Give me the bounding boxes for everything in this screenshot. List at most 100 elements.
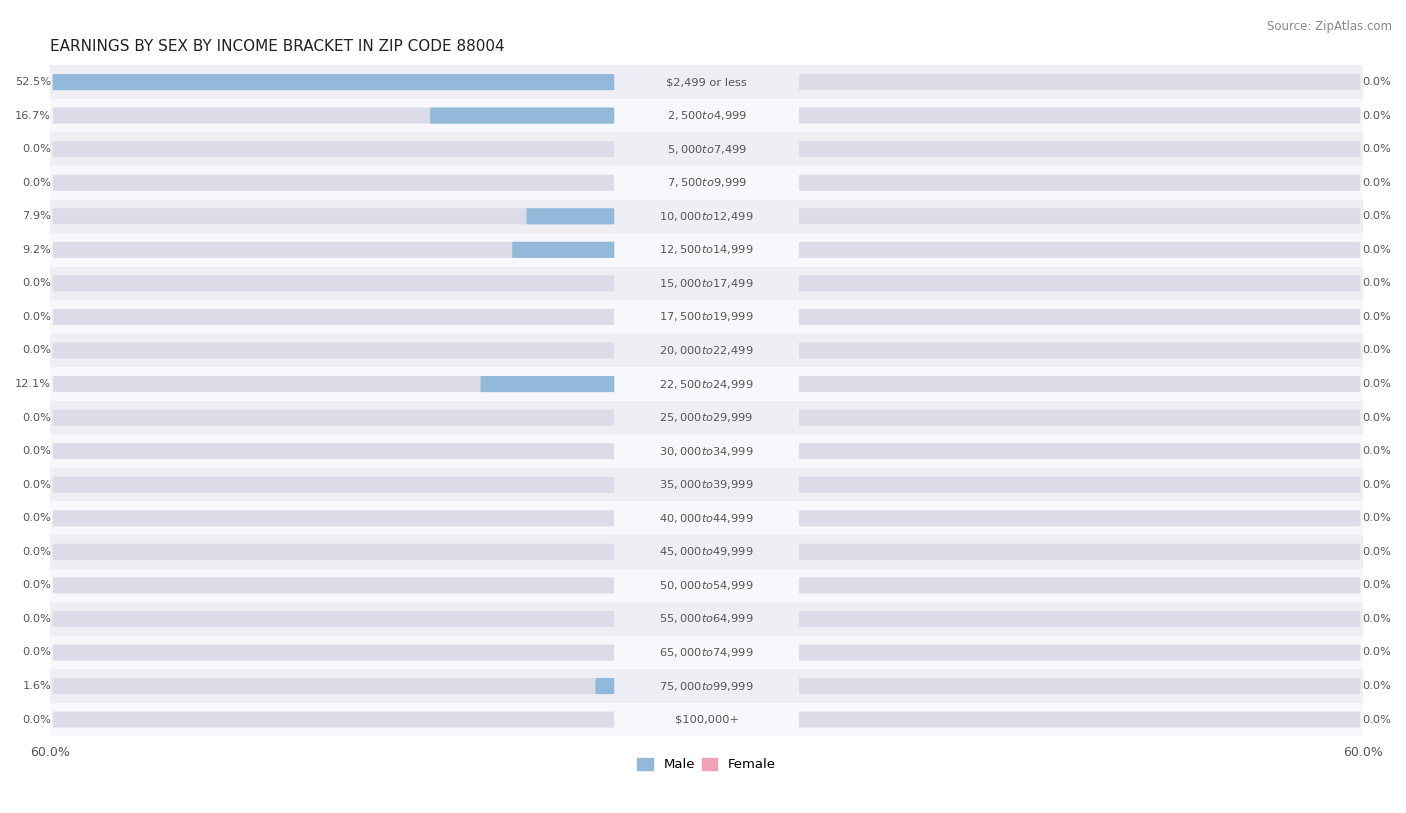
Text: 0.0%: 0.0% [1362, 312, 1391, 322]
FancyBboxPatch shape [52, 107, 614, 124]
Bar [51, 267, 1362, 300]
FancyBboxPatch shape [799, 342, 1361, 359]
FancyBboxPatch shape [799, 376, 1361, 392]
Text: Source: ZipAtlas.com: Source: ZipAtlas.com [1267, 20, 1392, 33]
Text: 7.9%: 7.9% [22, 211, 51, 221]
Text: 0.0%: 0.0% [22, 413, 51, 423]
Text: 16.7%: 16.7% [15, 111, 51, 120]
FancyBboxPatch shape [481, 376, 614, 392]
Text: 0.0%: 0.0% [1362, 547, 1391, 557]
Text: 0.0%: 0.0% [1362, 144, 1391, 154]
Text: 0.0%: 0.0% [1362, 178, 1391, 188]
Text: 1.6%: 1.6% [22, 681, 51, 691]
Text: 0.0%: 0.0% [22, 312, 51, 322]
Bar [51, 333, 1362, 367]
FancyBboxPatch shape [799, 74, 1361, 90]
FancyBboxPatch shape [430, 107, 614, 124]
Bar [51, 702, 1362, 737]
Text: 0.0%: 0.0% [22, 278, 51, 289]
FancyBboxPatch shape [799, 208, 1361, 224]
Bar [51, 99, 1362, 133]
Bar [51, 300, 1362, 333]
Bar [51, 502, 1362, 535]
Text: $2,499 or less: $2,499 or less [666, 77, 747, 87]
FancyBboxPatch shape [799, 443, 1361, 459]
FancyBboxPatch shape [799, 678, 1361, 694]
FancyBboxPatch shape [52, 74, 614, 90]
Bar [51, 401, 1362, 434]
Text: 0.0%: 0.0% [1362, 346, 1391, 355]
Text: 0.0%: 0.0% [22, 144, 51, 154]
Text: 0.0%: 0.0% [22, 480, 51, 489]
FancyBboxPatch shape [52, 544, 614, 560]
FancyBboxPatch shape [52, 141, 614, 157]
Bar [51, 434, 1362, 468]
Text: $7,500 to $9,999: $7,500 to $9,999 [666, 176, 747, 189]
Text: 0.0%: 0.0% [1362, 715, 1391, 724]
Text: $75,000 to $99,999: $75,000 to $99,999 [659, 680, 754, 693]
FancyBboxPatch shape [52, 611, 614, 627]
Text: 9.2%: 9.2% [22, 245, 51, 254]
Text: 0.0%: 0.0% [1362, 446, 1391, 456]
Bar [51, 468, 1362, 502]
Text: 0.0%: 0.0% [22, 647, 51, 658]
Text: 0.0%: 0.0% [22, 513, 51, 524]
Text: 0.0%: 0.0% [22, 614, 51, 624]
Text: $25,000 to $29,999: $25,000 to $29,999 [659, 411, 754, 424]
Bar [51, 65, 1362, 99]
Text: $55,000 to $64,999: $55,000 to $64,999 [659, 612, 754, 625]
Text: 0.0%: 0.0% [22, 547, 51, 557]
Text: 0.0%: 0.0% [1362, 211, 1391, 221]
Text: 0.0%: 0.0% [22, 178, 51, 188]
FancyBboxPatch shape [52, 711, 614, 728]
Text: 0.0%: 0.0% [22, 446, 51, 456]
FancyBboxPatch shape [52, 241, 614, 258]
FancyBboxPatch shape [52, 376, 614, 392]
Bar [51, 602, 1362, 636]
Text: 0.0%: 0.0% [1362, 580, 1391, 590]
Bar [51, 367, 1362, 401]
FancyBboxPatch shape [52, 276, 614, 291]
FancyBboxPatch shape [52, 443, 614, 459]
FancyBboxPatch shape [799, 241, 1361, 258]
FancyBboxPatch shape [799, 611, 1361, 627]
Text: 0.0%: 0.0% [1362, 77, 1391, 87]
Bar [51, 669, 1362, 702]
FancyBboxPatch shape [799, 410, 1361, 426]
Text: 0.0%: 0.0% [1362, 513, 1391, 524]
FancyBboxPatch shape [595, 678, 614, 694]
FancyBboxPatch shape [52, 342, 614, 359]
Text: $30,000 to $34,999: $30,000 to $34,999 [659, 445, 754, 458]
Bar [51, 166, 1362, 199]
Text: $50,000 to $54,999: $50,000 to $54,999 [659, 579, 754, 592]
Text: $12,500 to $14,999: $12,500 to $14,999 [659, 243, 754, 256]
FancyBboxPatch shape [512, 241, 614, 258]
Legend: Male, Female: Male, Female [631, 753, 782, 776]
FancyBboxPatch shape [799, 107, 1361, 124]
FancyBboxPatch shape [799, 309, 1361, 325]
Bar [51, 568, 1362, 602]
FancyBboxPatch shape [52, 74, 614, 90]
Text: $45,000 to $49,999: $45,000 to $49,999 [659, 546, 754, 559]
FancyBboxPatch shape [799, 544, 1361, 560]
FancyBboxPatch shape [799, 711, 1361, 728]
FancyBboxPatch shape [52, 678, 614, 694]
Text: $17,500 to $19,999: $17,500 to $19,999 [659, 311, 754, 324]
FancyBboxPatch shape [52, 645, 614, 660]
Text: 0.0%: 0.0% [22, 580, 51, 590]
Text: $15,000 to $17,499: $15,000 to $17,499 [659, 277, 754, 290]
FancyBboxPatch shape [799, 276, 1361, 291]
Text: $40,000 to $44,999: $40,000 to $44,999 [659, 511, 754, 524]
Text: 0.0%: 0.0% [1362, 245, 1391, 254]
FancyBboxPatch shape [799, 476, 1361, 493]
Text: 52.5%: 52.5% [15, 77, 51, 87]
Bar [51, 199, 1362, 233]
Text: 0.0%: 0.0% [1362, 480, 1391, 489]
FancyBboxPatch shape [52, 476, 614, 493]
Text: 0.0%: 0.0% [1362, 278, 1391, 289]
Bar [51, 233, 1362, 267]
FancyBboxPatch shape [799, 511, 1361, 526]
Text: 12.1%: 12.1% [15, 379, 51, 389]
FancyBboxPatch shape [799, 577, 1361, 593]
FancyBboxPatch shape [799, 175, 1361, 191]
